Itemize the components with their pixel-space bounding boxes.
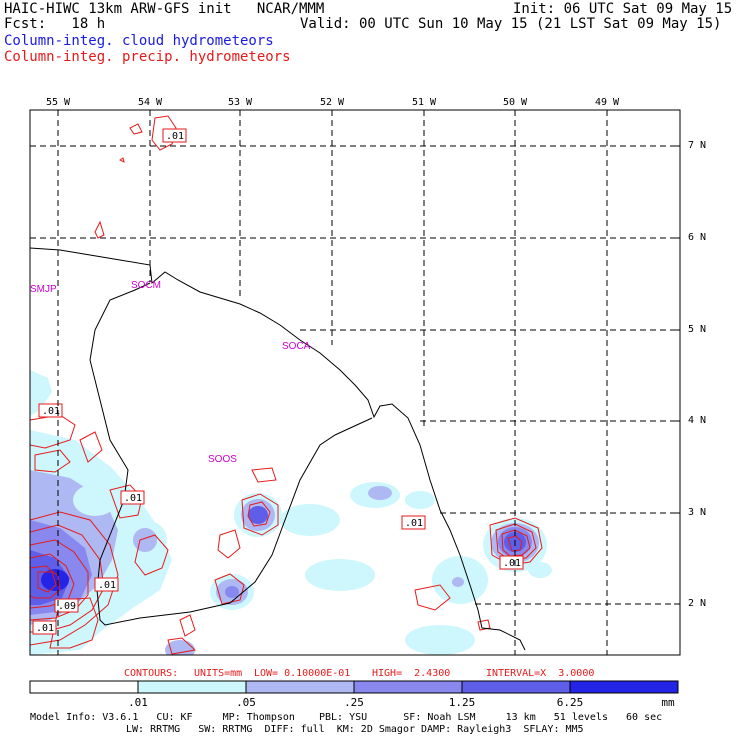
legend-label: .05 — [236, 696, 256, 709]
station-soca: SOCA — [282, 341, 311, 352]
lon-label: 51 W — [411, 97, 437, 108]
contour-label: .01 — [38, 403, 63, 418]
lat-label: 7 N — [688, 140, 707, 151]
contour-label: .01 — [94, 577, 119, 592]
contour-info-title: CONTOURS: — [124, 668, 179, 679]
lon-label: 55 W — [45, 97, 71, 108]
station-soos: SOOS — [208, 454, 237, 465]
contour-label: .01 — [162, 128, 187, 143]
contour-info-high: HIGH= 2.4300 — [372, 668, 451, 679]
legend-unit: mm — [661, 696, 675, 709]
lat-label: 3 N — [688, 507, 707, 518]
lat-lon-grid — [30, 110, 680, 655]
lon-label: 49 W — [594, 97, 620, 108]
svg-text:.01: .01 — [405, 518, 423, 529]
contour-info-units: UNITS=mm — [194, 668, 243, 679]
station-smjp: SMJP — [30, 284, 57, 295]
svg-text:.01: .01 — [166, 131, 184, 142]
contour-label: .01 — [401, 515, 426, 530]
contour-label: .01 — [120, 490, 145, 505]
footer-physics-info: LW: RRTMG SW: RRTMG DIFF: full KM: 2D Sm… — [126, 724, 584, 735]
svg-text:.09: .09 — [58, 601, 76, 612]
field-cloud-label: Column-integ. cloud hydrometeors — [4, 33, 274, 49]
contour-info-interval: INTERVAL=X 3.0000 — [486, 668, 595, 679]
svg-text:.01: .01 — [42, 406, 60, 417]
contour-label: .09 — [54, 598, 79, 613]
header-title: HAIC-HIWC 13km ARW-GFS init NCAR/MMM — [4, 1, 325, 17]
field-precip-label: Column-integ. precip. hydrometeors — [4, 49, 291, 65]
header-valid-time: Valid: 00 UTC Sun 10 May 15 (21 LST Sat … — [300, 16, 722, 32]
footer-model-info: Model Info: V3.6.1 CU: KF MP: Thompson P… — [30, 712, 663, 723]
header-init-time: Init: 06 UTC Sat 09 May 15 — [513, 1, 733, 17]
lon-label: 54 W — [137, 97, 163, 108]
cloud-shading — [30, 370, 552, 655]
contour-info-low: LOW= 0.10000E-01 — [254, 668, 351, 679]
header-forecast-hour: Fcst: 18 h — [4, 16, 106, 32]
lon-label: 50 W — [502, 97, 528, 108]
svg-text:.01: .01 — [36, 623, 54, 634]
contour-label: .01 — [32, 620, 57, 635]
lat-label: 2 N — [688, 598, 707, 609]
color-legend — [29, 680, 679, 694]
legend-label: 6.25 — [556, 696, 584, 709]
lon-label: 52 W — [319, 97, 345, 108]
map-frame — [29, 109, 681, 656]
legend-label: 1.25 — [448, 696, 476, 709]
legend-label: .25 — [344, 696, 364, 709]
lat-label: 6 N — [688, 232, 707, 243]
lat-label: 4 N — [688, 415, 707, 426]
lat-label: 5 N — [688, 324, 707, 335]
lon-label: 53 W — [227, 97, 253, 108]
contour-label: .01 — [499, 555, 524, 570]
svg-text:.01: .01 — [124, 493, 142, 504]
svg-text:.01: .01 — [503, 558, 521, 569]
svg-text:.01: .01 — [98, 580, 116, 591]
station-socm: SOCM — [131, 280, 161, 291]
legend-label: .01 — [128, 696, 148, 709]
precip-contours — [30, 115, 543, 655]
